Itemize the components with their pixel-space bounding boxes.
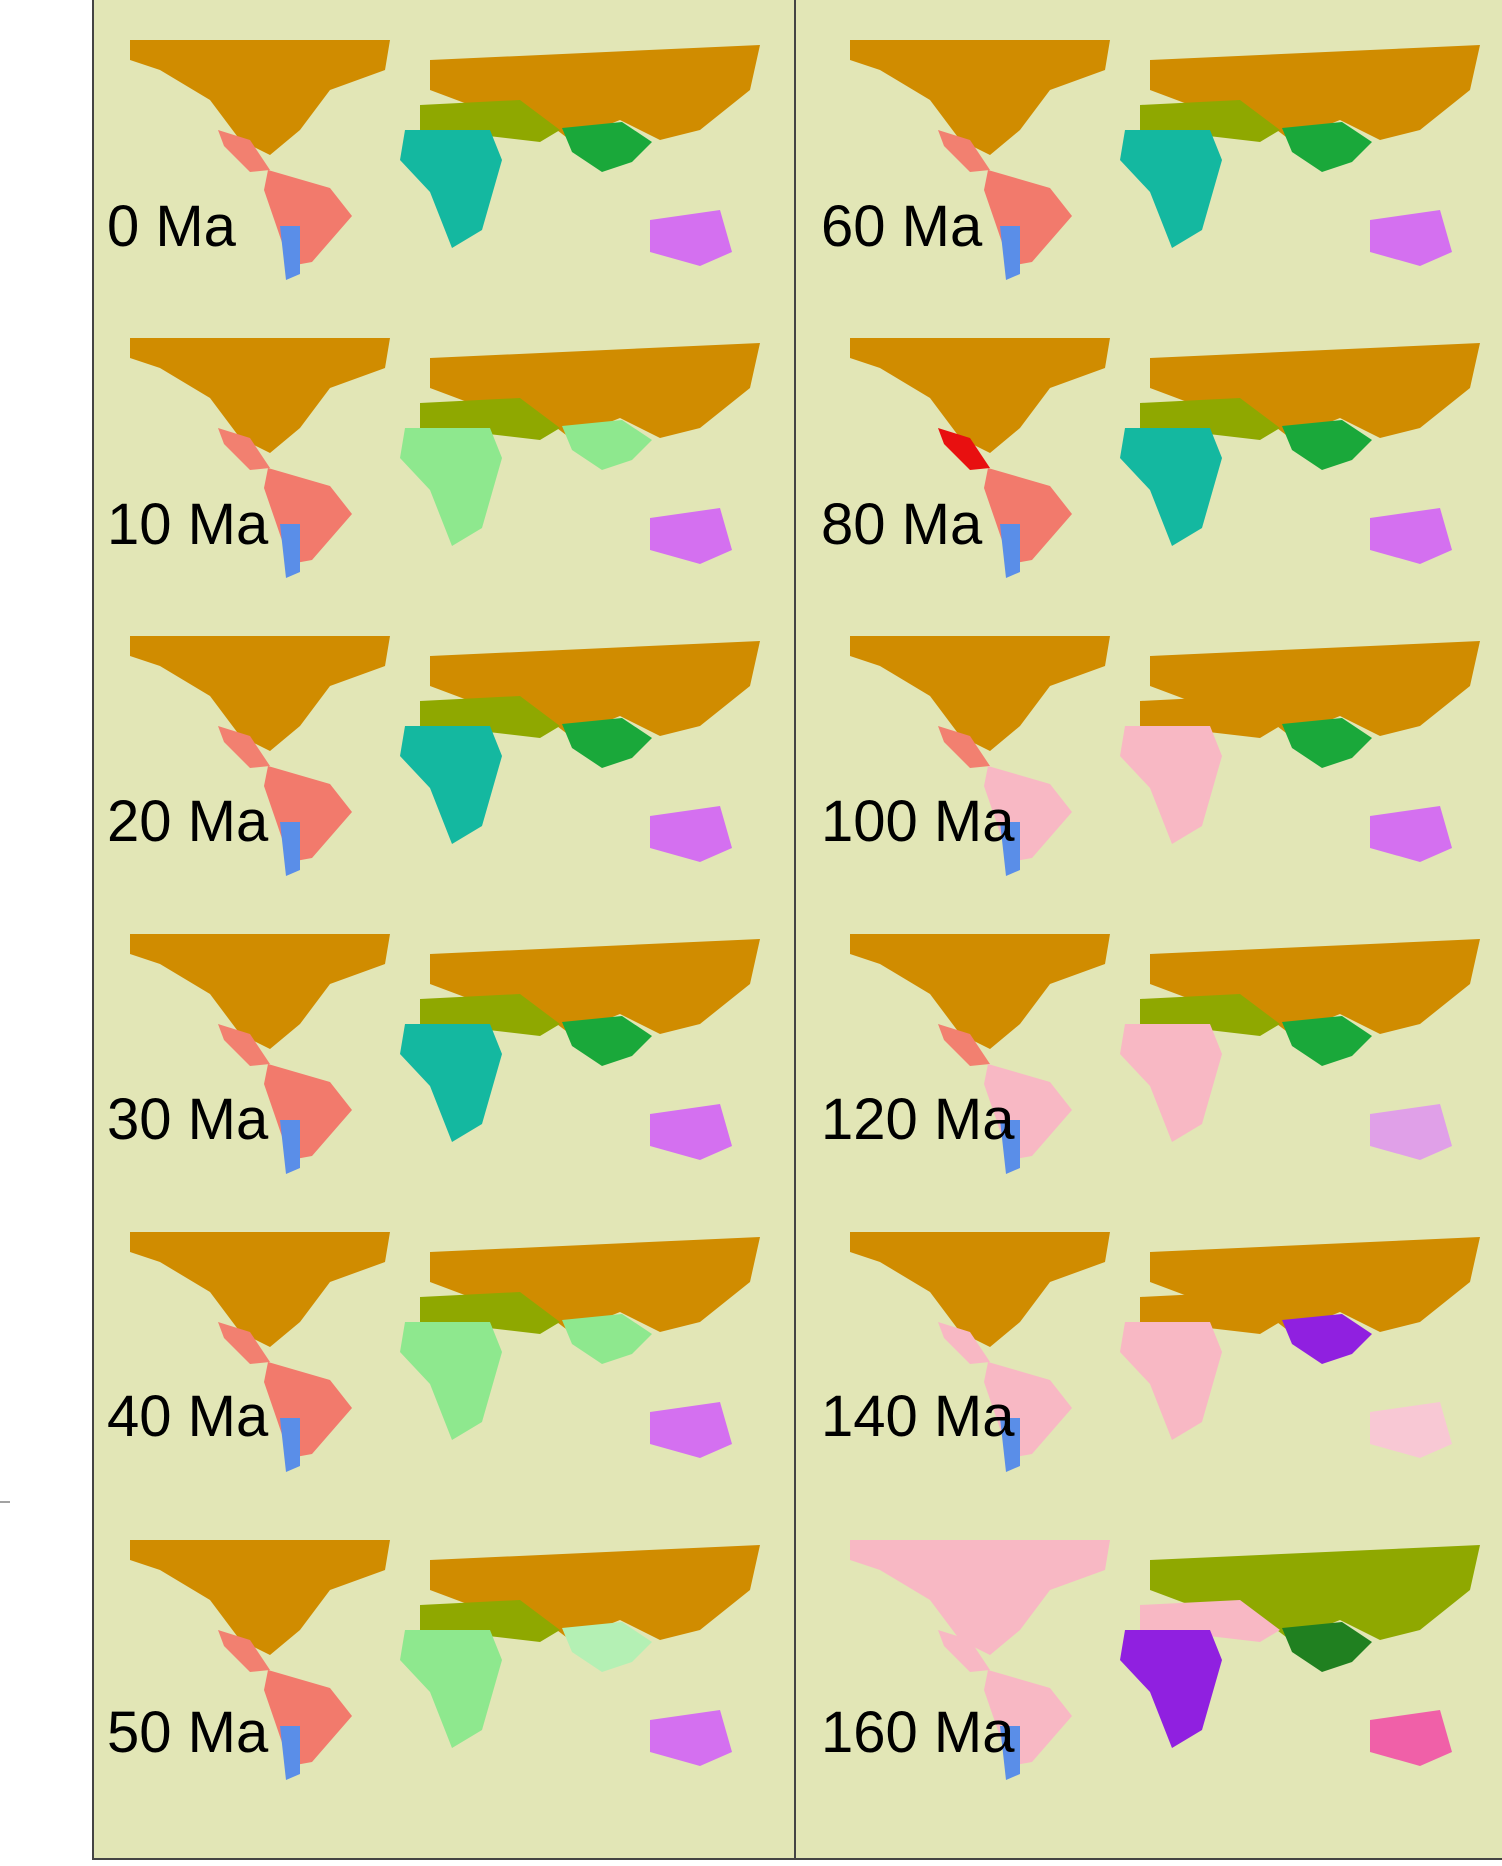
age-label: 10 Ma (107, 492, 269, 557)
age-label: 60 Ma (821, 194, 983, 259)
age-label: 100 Ma (821, 789, 1015, 854)
age-label: 20 Ma (107, 789, 269, 854)
age-label: 140 Ma (821, 1384, 1015, 1449)
labels: 0 Ma 10 Ma 20 Ma 30 Ma 40 Ma 50 Ma 60 Ma… (107, 194, 1015, 1765)
age-label: 0 Ma (107, 194, 237, 259)
age-label: 120 Ma (821, 1087, 1015, 1152)
age-label: 80 Ma (821, 492, 983, 557)
age-label: 30 Ma (107, 1087, 269, 1152)
age-label: 160 Ma (821, 1700, 1015, 1765)
age-label: 40 Ma (107, 1384, 269, 1449)
age-label: 50 Ma (107, 1700, 269, 1765)
